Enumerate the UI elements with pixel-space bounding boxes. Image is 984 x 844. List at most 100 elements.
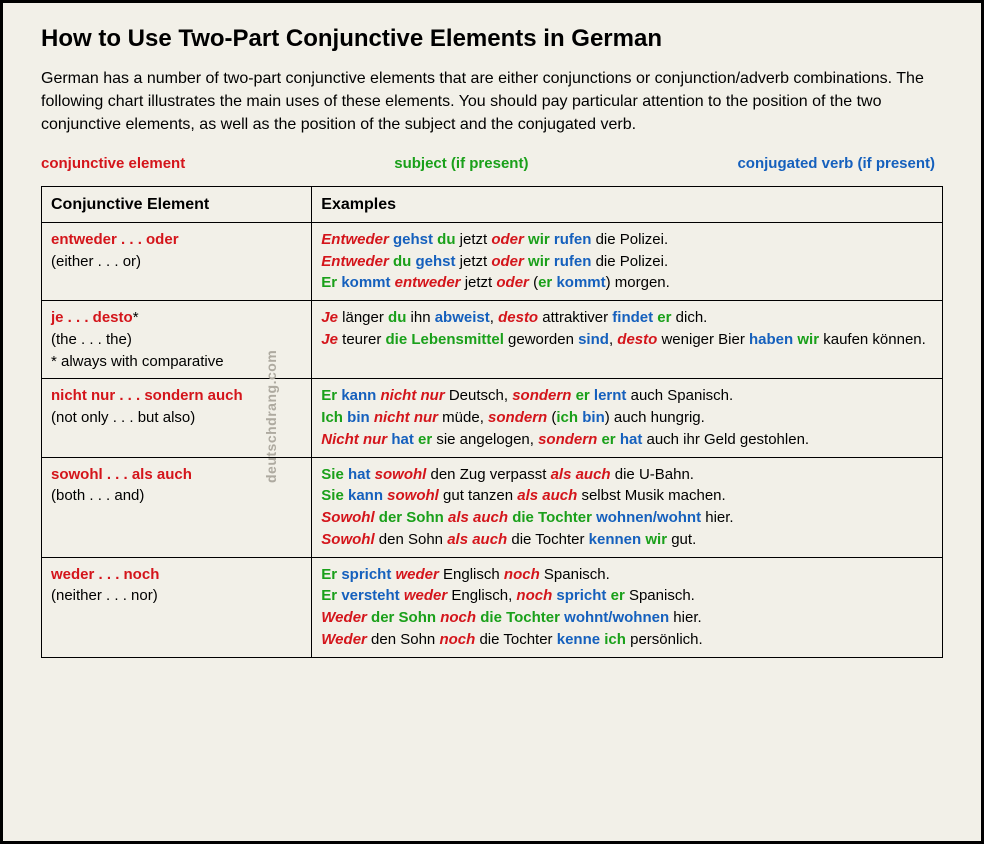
token-ci: als auch: [447, 531, 507, 548]
header-examples: Examples: [312, 186, 943, 222]
token-ci: sondern: [512, 387, 571, 404]
token-v: rufen: [554, 253, 592, 270]
token-s: Er: [321, 387, 337, 404]
token-ci: noch: [504, 566, 540, 583]
token-ci: als auch: [517, 487, 577, 504]
table-row: weder . . . noch (neither . . . nor) Er sp…: [42, 557, 943, 657]
token-v: bin: [582, 409, 605, 426]
examples-cell: Entweder gehst du jetzt oder wir rufen d…: [312, 222, 943, 300]
token-v: kann: [348, 487, 383, 504]
token-ci: Entweder: [321, 253, 389, 270]
watermark: deutschdrang.com: [263, 350, 279, 483]
token-ci: sowohl: [387, 487, 439, 504]
token-v: findet: [612, 309, 653, 326]
token-s: er: [576, 387, 590, 404]
element-name: je . . . desto: [51, 309, 133, 326]
token-ci: weder: [396, 566, 439, 583]
token-ci: Weder: [321, 609, 367, 626]
token-s: er: [611, 587, 625, 604]
token-s: Sie: [321, 487, 344, 504]
token-v: kommt: [341, 274, 390, 291]
legend-subject: subject (if present): [394, 155, 528, 172]
token-s: Er: [321, 566, 337, 583]
token-v: kann: [341, 387, 376, 404]
table-header-row: Conjunctive Element Examples: [42, 186, 943, 222]
token-ci: nicht nur: [381, 387, 445, 404]
token-ci: Je: [321, 309, 338, 326]
token-s: wir: [797, 331, 819, 348]
token-v: gehst: [415, 253, 455, 270]
token-s: du: [393, 253, 411, 270]
token-ci: nicht nur: [374, 409, 438, 426]
token-ci: desto: [617, 331, 657, 348]
element-cell: entweder . . . oder (either . . . or): [42, 222, 312, 300]
token-s: der Sohn: [371, 609, 436, 626]
element-gloss: (either . . . or): [51, 253, 141, 270]
token-s: Sie: [321, 466, 344, 483]
token-ci: Sowohl: [321, 509, 374, 526]
token-s: wir: [645, 531, 667, 548]
element-name: nicht nur . . . sondern auch: [51, 387, 243, 404]
token-s: wir: [528, 253, 550, 270]
token-s: wir: [528, 231, 550, 248]
token-v: kommt: [556, 274, 605, 291]
element-gloss: (not only . . . but also): [51, 409, 195, 426]
token-v: spricht: [341, 566, 391, 583]
token-s: er: [538, 274, 552, 291]
token-v: hat: [620, 431, 643, 448]
table-row: sowohl . . . als auch(both . . . and)Sie…: [42, 457, 943, 557]
token-s: Er: [321, 587, 337, 604]
examples-cell: Je länger du ihn abweist, desto attrakti…: [312, 301, 943, 379]
token-ci: Sowohl: [321, 531, 374, 548]
table-row: nicht nur . . . sondern auch (not only . …: [42, 379, 943, 457]
token-s: der Sohn: [379, 509, 444, 526]
token-ci: noch: [516, 587, 552, 604]
token-v: wohnen/wohnt: [596, 509, 701, 526]
token-ci: oder: [491, 253, 524, 270]
element-gloss: (neither . . . nor): [51, 587, 158, 604]
token-ci: sondern: [488, 409, 547, 426]
token-s: die Tochter: [512, 509, 592, 526]
token-v: abweist: [435, 309, 490, 326]
conjunction-table: Conjunctive Element Examples entweder . …: [41, 186, 943, 658]
element-cell: weder . . . noch (neither . . . nor): [42, 557, 312, 657]
document-page: How to Use Two-Part Conjunctive Elements…: [0, 0, 984, 844]
token-s: die Tochter: [480, 609, 560, 626]
token-s: Er: [321, 274, 337, 291]
token-v: bin: [347, 409, 370, 426]
token-ci: oder: [496, 274, 529, 291]
element-name: entweder . . . oder: [51, 231, 179, 248]
token-ci: noch: [439, 631, 475, 648]
token-s: Ich: [321, 409, 343, 426]
token-ci: sowohl: [375, 466, 427, 483]
token-ci: entweder: [395, 274, 461, 291]
token-ci: noch: [440, 609, 476, 626]
page-title: How to Use Two-Part Conjunctive Elements…: [41, 25, 943, 53]
token-s: ich: [556, 409, 578, 426]
token-ci: Nicht nur: [321, 431, 387, 448]
token-ci: Weder: [321, 631, 367, 648]
token-v: gehst: [393, 231, 433, 248]
element-suffix: *: [133, 309, 139, 326]
token-ci: desto: [498, 309, 538, 326]
token-s: er: [418, 431, 432, 448]
element-note: * always with comparative: [51, 353, 224, 370]
header-element: Conjunctive Element: [42, 186, 312, 222]
token-ci: sondern: [538, 431, 597, 448]
element-name: weder . . . noch: [51, 566, 159, 583]
token-v: kenne: [557, 631, 600, 648]
legend-conjunctive: conjunctive element: [41, 155, 185, 172]
token-s: er: [657, 309, 671, 326]
token-s: du: [437, 231, 455, 248]
table-row: je . . . desto*(the . . . the) * always w…: [42, 301, 943, 379]
token-ci: Entweder: [321, 231, 389, 248]
token-v: sind: [578, 331, 609, 348]
element-gloss: (the . . . the): [51, 331, 132, 348]
token-ci: als auch: [551, 466, 611, 483]
element-gloss: (both . . . and): [51, 487, 144, 504]
token-v: rufen: [554, 231, 592, 248]
intro-paragraph: German has a number of two-part conjunct…: [41, 67, 943, 137]
examples-cell: Er spricht weder Englisch noch Spanisch.…: [312, 557, 943, 657]
token-ci: oder: [491, 231, 524, 248]
token-v: kennen: [589, 531, 642, 548]
